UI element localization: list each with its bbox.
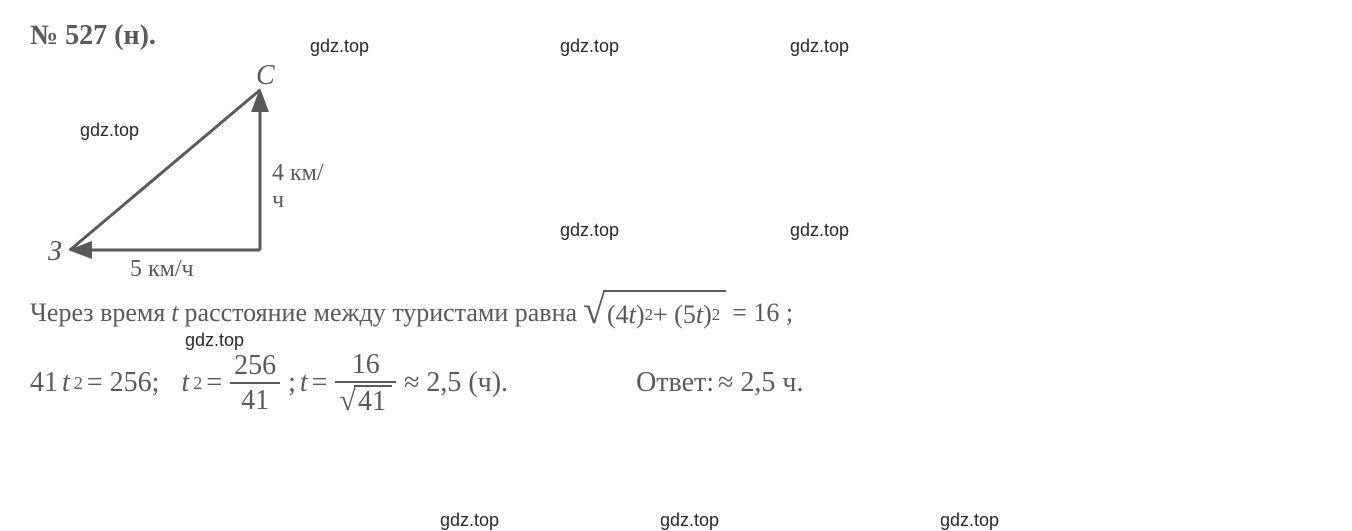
p1a: 41: [30, 367, 58, 399]
t-3: t: [300, 367, 308, 399]
eq2: =: [206, 367, 222, 399]
vertical-side-label: 4 км/ч: [272, 160, 330, 214]
watermark-text: gdz.top: [660, 510, 719, 531]
fraction-16-sqrt41: 16 √ 41: [335, 350, 395, 417]
rad-a: (4: [607, 294, 629, 336]
solving-row: 41t2 = 256; t2 = 256 41 ; t = 16 √ 41 ≈ …: [30, 350, 1322, 417]
frac2-bar: [335, 381, 395, 383]
rad-t1: t: [629, 294, 636, 336]
fraction-256-41: 256 41: [230, 351, 280, 416]
sqrt-expression: √ (4t)2 + (5t)2: [583, 290, 726, 336]
rad-b: ): [636, 294, 645, 336]
rad-plus: + (5: [653, 294, 696, 336]
vertex-z-label: З: [48, 236, 62, 268]
radicand-41: 41: [354, 385, 392, 416]
hypotenuse-line: [70, 90, 260, 250]
t-2: t: [181, 367, 189, 399]
triangle-diagram: C З 4 км/ч 5 км/ч: [30, 60, 330, 280]
text-middle: расстояние между туристами равна: [185, 292, 578, 334]
horizontal-side-label: 5 км/ч: [130, 256, 194, 283]
frac1-bar: [230, 382, 280, 384]
watermark-text: gdz.top: [440, 510, 499, 531]
answer-value: ≈ 2,5 ч.: [718, 367, 803, 399]
frac2-num: 16: [348, 350, 384, 379]
eq3: =: [312, 367, 328, 399]
frac1-den: 41: [237, 386, 273, 415]
answer-label: Ответ:: [636, 367, 714, 399]
p1b: = 256;: [87, 367, 160, 399]
explanation-line: Через время t расстояние между туристами…: [30, 290, 1322, 336]
approx-val: ≈ 2,5 (ч).: [404, 367, 508, 399]
rad-t2: t: [696, 294, 703, 336]
watermark-text: gdz.top: [560, 220, 619, 241]
var-t: t: [171, 292, 178, 334]
problem-number: № 527 (н).: [30, 20, 1322, 52]
watermark-text: gdz.top: [790, 220, 849, 241]
frac1-num: 256: [230, 351, 280, 380]
sqrt41: √ 41: [339, 385, 391, 416]
radicand: (4t)2 + (5t)2: [603, 290, 726, 336]
watermark-text: gdz.top: [940, 510, 999, 531]
t-1: t: [62, 367, 70, 399]
frac2-den: √ 41: [335, 385, 395, 416]
semi: ;: [288, 367, 296, 399]
radical-sign-41: √: [339, 387, 355, 418]
rad-b2: ): [703, 294, 712, 336]
radical-sign: √: [583, 292, 605, 338]
eq-sixteen: = 16 ;: [732, 292, 793, 334]
text-prefix: Через время: [30, 292, 165, 334]
vertex-c-label: C: [256, 60, 275, 92]
